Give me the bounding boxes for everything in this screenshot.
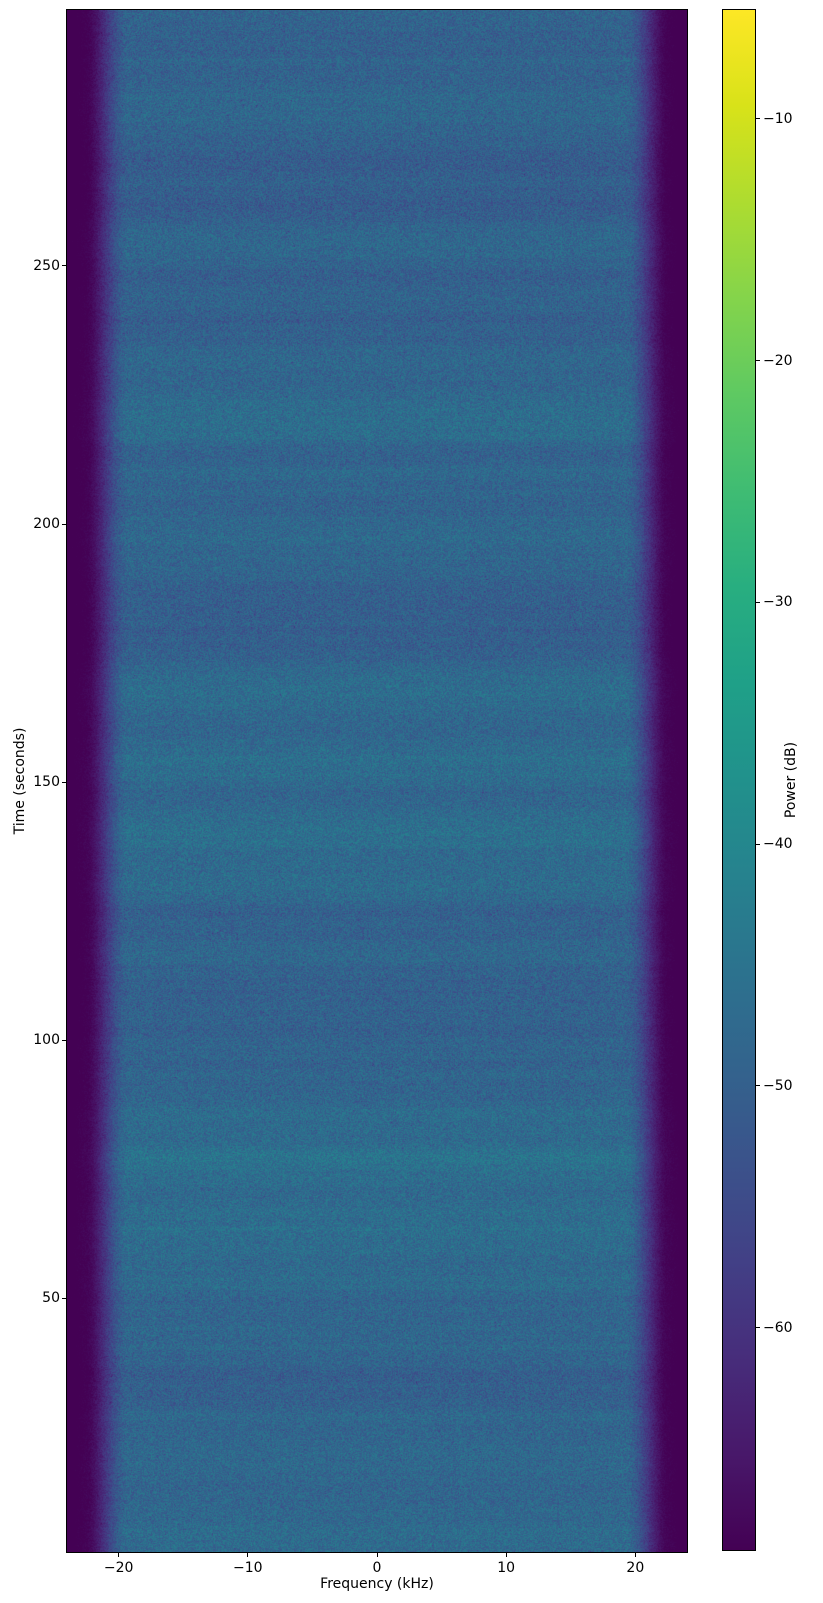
y-tick-label: 250 (33, 257, 60, 274)
colorbar-tick-label: −60 (763, 1319, 793, 1336)
y-tick (62, 523, 66, 525)
colorbar-label: Power (dB) (783, 741, 799, 819)
x-tick-label: 0 (372, 1560, 382, 1576)
y-tick-label: 50 (42, 1290, 60, 1307)
x-tick-label: 20 (626, 1560, 645, 1576)
y-tick-label: 200 (33, 516, 60, 532)
x-tick-label: −10 (233, 1560, 263, 1576)
x-tick (247, 1553, 249, 1557)
y-tick (62, 1297, 66, 1299)
colorbar (723, 10, 755, 1550)
colorbar-tick-label: −30 (763, 594, 793, 611)
x-tick (505, 1553, 507, 1557)
colorbar-tick-label: −10 (763, 110, 793, 127)
y-tick (62, 781, 66, 783)
colorbar-tick (756, 360, 760, 362)
x-tick (634, 1553, 636, 1557)
y-axis-label: Time (seconds) (12, 727, 28, 835)
x-tick-label: −20 (103, 1560, 134, 1576)
y-tick (62, 265, 66, 267)
colorbar-tick-label: −20 (763, 352, 793, 369)
y-tick (62, 1039, 66, 1041)
colorbar-tick (756, 1085, 760, 1087)
x-tick (376, 1553, 378, 1557)
colorbar-tick-label: −50 (763, 1077, 793, 1094)
colorbar-tick (756, 843, 760, 845)
x-axis-label: Frequency (kHz) (320, 1576, 434, 1592)
x-tick (118, 1553, 120, 1557)
colorbar-tick (756, 601, 760, 603)
colorbar-tick (756, 118, 760, 120)
spectrogram-image (67, 10, 687, 1552)
colorbar-tick (756, 1327, 760, 1329)
colorbar-tick-label: −40 (763, 836, 793, 853)
x-tick-label: 10 (497, 1560, 516, 1576)
y-tick-label: 100 (33, 1032, 60, 1049)
y-tick-label: 150 (33, 774, 60, 791)
